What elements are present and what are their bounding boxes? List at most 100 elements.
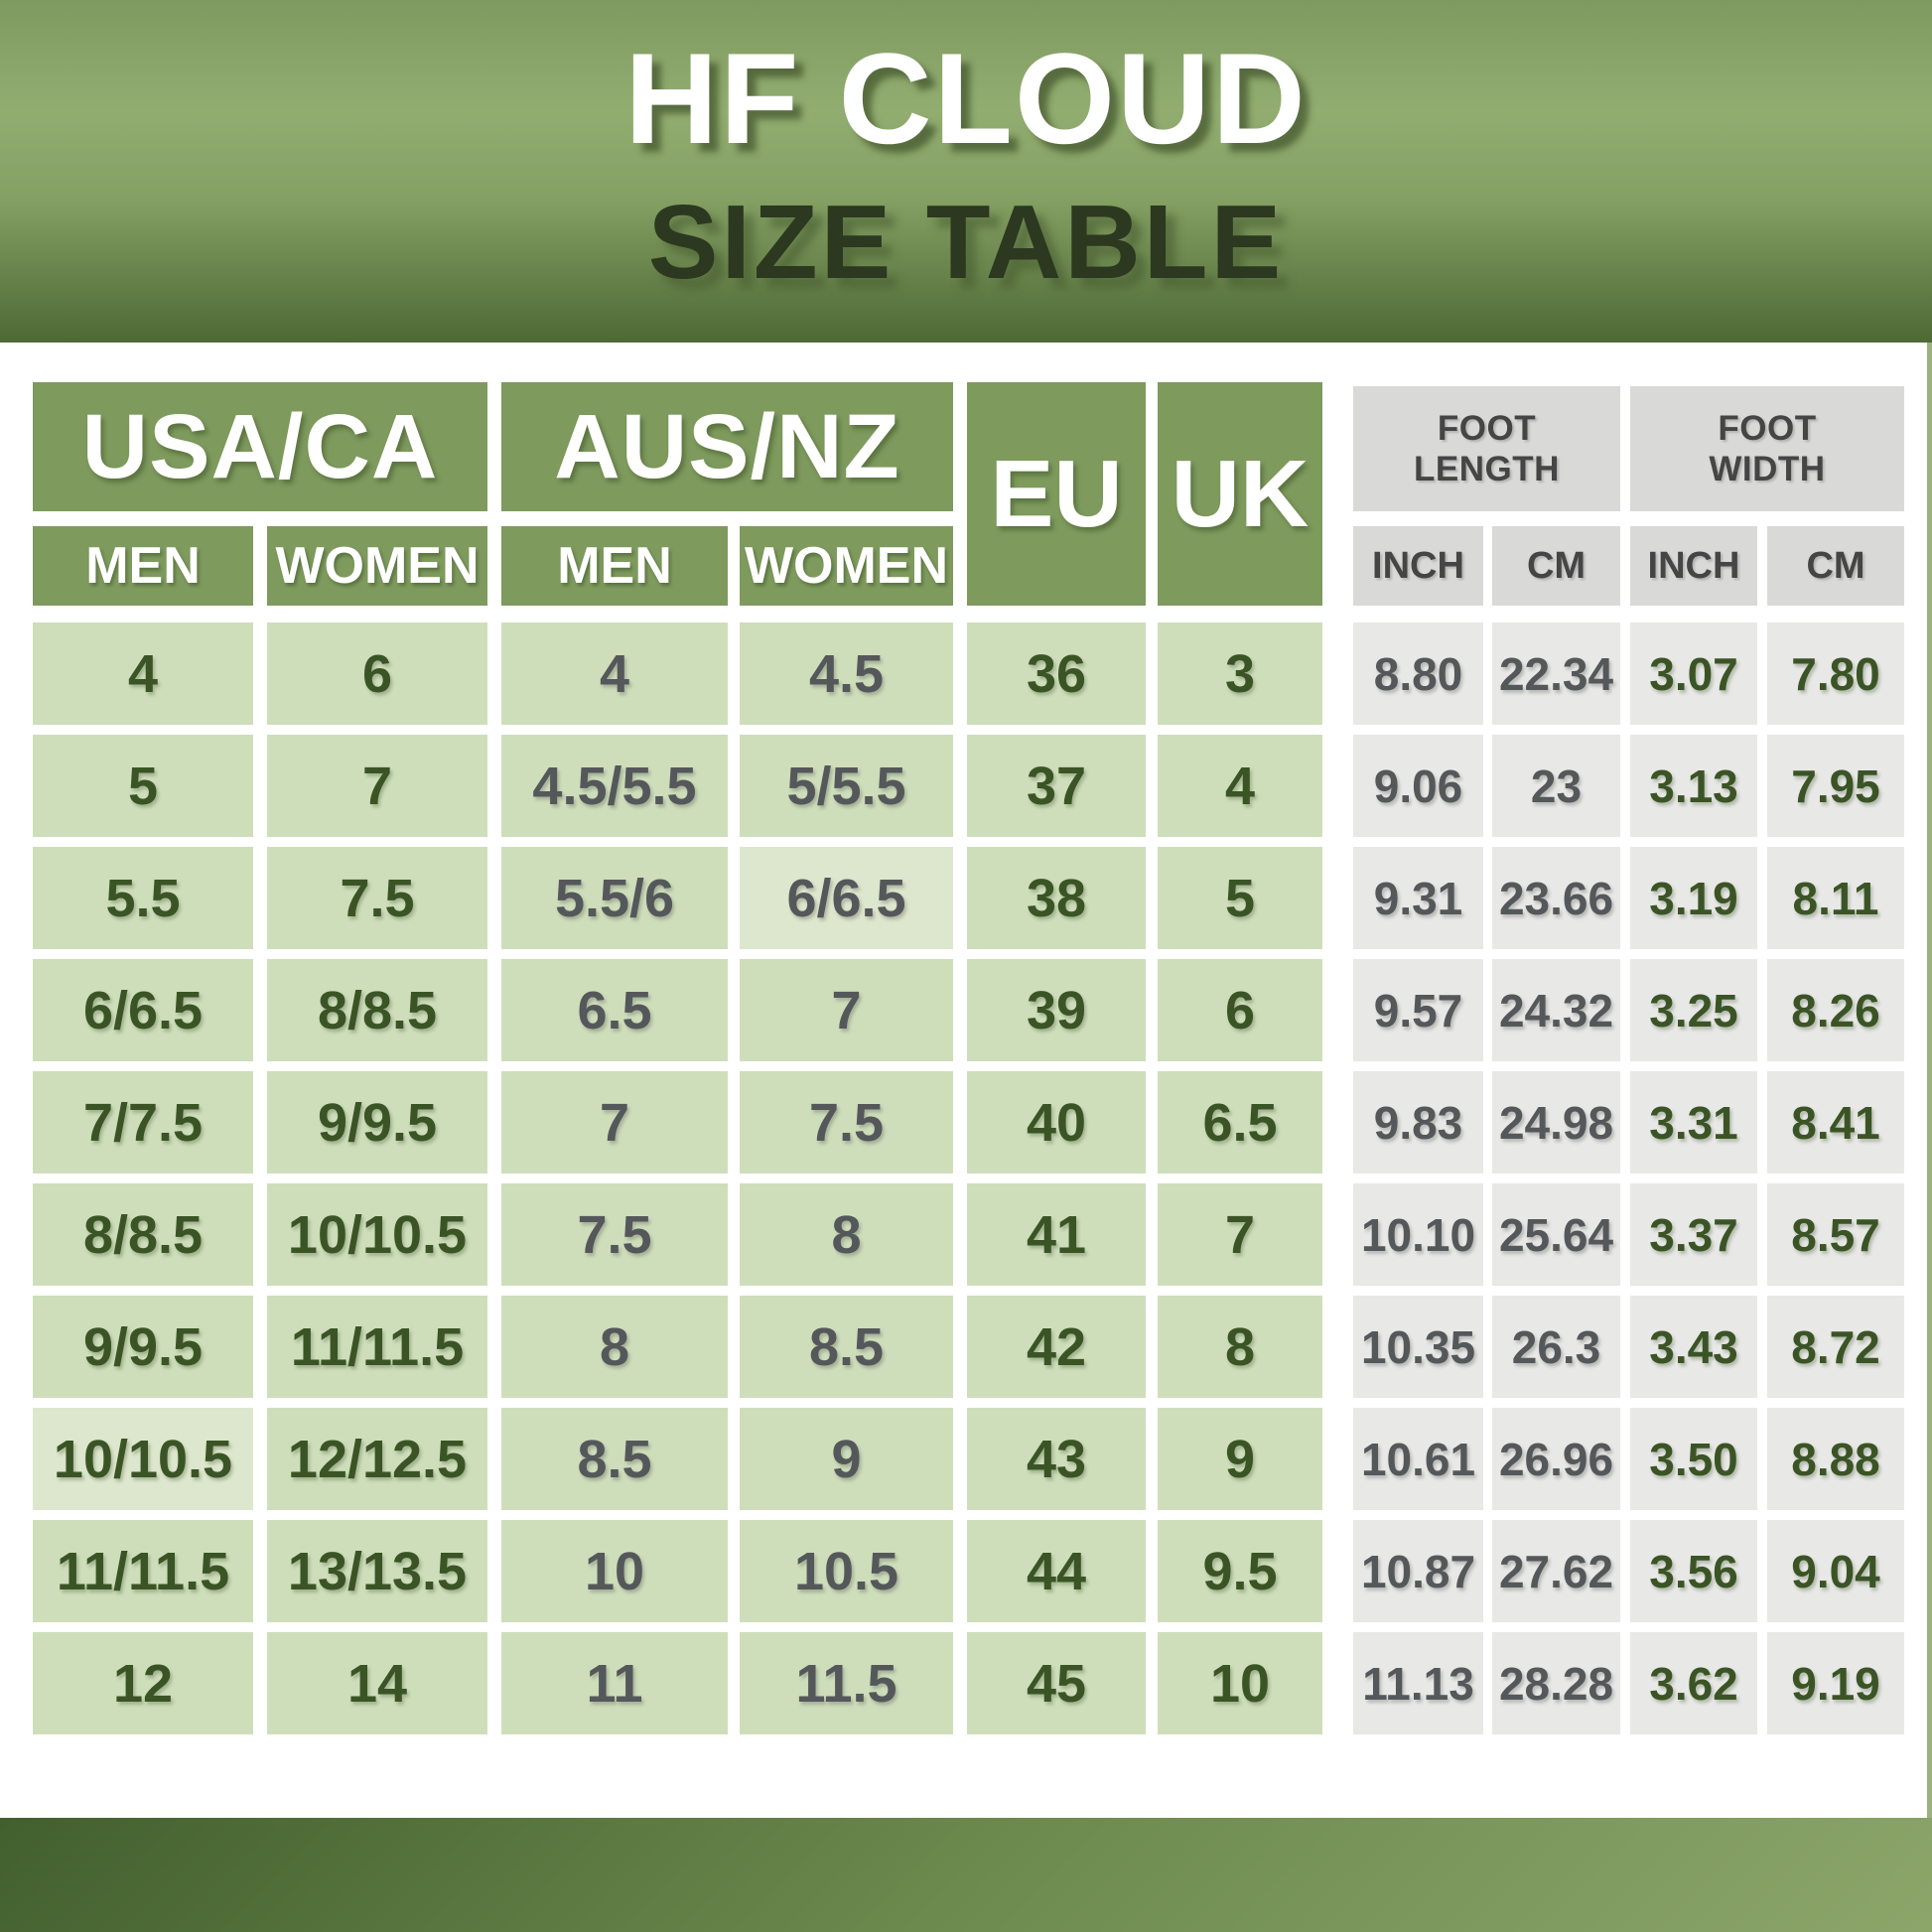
cell-foot-width-cm: 8.11 [1767, 847, 1904, 949]
cell-eu: 42 [967, 1296, 1146, 1398]
cell-eu: 44 [967, 1520, 1146, 1622]
cell-foot-length-inch: 9.31 [1353, 847, 1483, 949]
subheader-width-inch: INCH [1630, 526, 1757, 606]
cell-aus-women: 6/6.5 [740, 847, 953, 949]
cell-foot-width-inch: 3.19 [1630, 847, 1757, 949]
subheader-aus-women: WOMEN [740, 526, 953, 606]
cell-eu: 36 [967, 622, 1146, 725]
cell-usa-women: 9/9.5 [267, 1071, 487, 1173]
cell-foot-length-inch: 10.35 [1353, 1296, 1483, 1398]
cell-usa-men: 5.5 [33, 847, 253, 949]
cell-eu: 40 [967, 1071, 1146, 1173]
cell-aus-men: 4.5/5.5 [501, 735, 728, 837]
cell-foot-length-inch: 8.80 [1353, 622, 1483, 725]
cell-eu: 38 [967, 847, 1146, 949]
cell-usa-women: 6 [267, 622, 487, 725]
cell-aus-women: 7.5 [740, 1071, 953, 1173]
cell-aus-men: 7.5 [501, 1183, 728, 1286]
cell-foot-width-cm: 8.88 [1767, 1408, 1904, 1510]
cell-foot-width-inch: 3.37 [1630, 1183, 1757, 1286]
cell-aus-men: 5.5/6 [501, 847, 728, 949]
cell-foot-length-cm: 27.62 [1492, 1520, 1620, 1622]
cell-usa-women: 13/13.5 [267, 1520, 487, 1622]
table-row: 5.5 7.5 5.5/6 6/6.5 38 5 9.31 23.66 3.19… [33, 847, 1904, 949]
header-uk: UK [1158, 382, 1322, 606]
cell-foot-width-cm: 7.80 [1767, 622, 1904, 725]
cell-foot-length-cm: 24.98 [1492, 1071, 1620, 1173]
page-subtitle: SIZE TABLE [647, 184, 1285, 301]
header-group-foot-length: FOOT LENGTH INCH CM [1353, 382, 1620, 606]
cell-foot-width-cm: 8.26 [1767, 959, 1904, 1061]
cell-foot-length-cm: 26.3 [1492, 1296, 1620, 1398]
cell-foot-length-cm: 24.32 [1492, 959, 1620, 1061]
cell-uk: 6.5 [1158, 1071, 1322, 1173]
header-group-aus-nz: AUS/NZ MEN WOMEN [501, 382, 953, 606]
table-row: 6/6.5 8/8.5 6.5 7 39 6 9.57 24.32 3.25 8… [33, 959, 1904, 1061]
cell-aus-women: 5/5.5 [740, 735, 953, 837]
bottom-bar [0, 1818, 1932, 1932]
table-row: 12 14 11 11.5 45 10 11.13 28.28 3.62 9.1… [33, 1632, 1904, 1734]
header-foot-width-label: FOOT WIDTH [1709, 408, 1826, 488]
cell-foot-length-inch: 11.13 [1353, 1632, 1483, 1734]
header-foot-width: FOOT WIDTH [1630, 386, 1904, 511]
cell-usa-men: 12 [33, 1632, 253, 1734]
subheader-usa-men: MEN [33, 526, 253, 606]
cell-foot-length-cm: 26.96 [1492, 1408, 1620, 1510]
cell-usa-men: 6/6.5 [33, 959, 253, 1061]
right-edge-strip [1927, 343, 1932, 1818]
cell-foot-length-cm: 23.66 [1492, 847, 1620, 949]
cell-uk: 7 [1158, 1183, 1322, 1286]
cell-aus-men: 8.5 [501, 1408, 728, 1510]
cell-aus-women: 10.5 [740, 1520, 953, 1622]
subheader-row-foot-length: INCH CM [1353, 526, 1620, 606]
size-table: USA/CA MEN WOMEN AUS/NZ MEN WOMEN EU UK … [33, 382, 1904, 1744]
subheader-usa-women: WOMEN [267, 526, 487, 606]
cell-usa-women: 14 [267, 1632, 487, 1734]
cell-aus-men: 10 [501, 1520, 728, 1622]
table-row: 4 6 4 4.5 36 3 8.80 22.34 3.07 7.80 [33, 622, 1904, 725]
cell-foot-length-inch: 10.87 [1353, 1520, 1483, 1622]
cell-usa-women: 11/11.5 [267, 1296, 487, 1398]
cell-uk: 4 [1158, 735, 1322, 837]
cell-foot-length-cm: 25.64 [1492, 1183, 1620, 1286]
cell-aus-women: 8.5 [740, 1296, 953, 1398]
header-foot-length-label: FOOT LENGTH [1414, 408, 1560, 488]
cell-uk: 6 [1158, 959, 1322, 1061]
table-row: 8/8.5 10/10.5 7.5 8 41 7 10.10 25.64 3.3… [33, 1183, 1904, 1286]
cell-usa-men: 8/8.5 [33, 1183, 253, 1286]
cell-usa-men: 11/11.5 [33, 1520, 253, 1622]
cell-uk: 5 [1158, 847, 1322, 949]
table-row: 10/10.5 12/12.5 8.5 9 43 9 10.61 26.96 3… [33, 1408, 1904, 1510]
header-usa-ca: USA/CA [33, 382, 487, 511]
subheader-length-cm: CM [1492, 526, 1620, 606]
page-title: HF CLOUD [624, 26, 1308, 171]
cell-eu: 37 [967, 735, 1146, 837]
cell-usa-women: 7 [267, 735, 487, 837]
cell-aus-men: 7 [501, 1071, 728, 1173]
cell-foot-width-inch: 3.50 [1630, 1408, 1757, 1510]
table-row: 9/9.5 11/11.5 8 8.5 42 8 10.35 26.3 3.43… [33, 1296, 1904, 1398]
cell-aus-women: 7 [740, 959, 953, 1061]
table-header: USA/CA MEN WOMEN AUS/NZ MEN WOMEN EU UK … [33, 382, 1904, 606]
cell-usa-men: 7/7.5 [33, 1071, 253, 1173]
header-group-usa-ca: USA/CA MEN WOMEN [33, 382, 487, 606]
table-row: 5 7 4.5/5.5 5/5.5 37 4 9.06 23 3.13 7.95 [33, 735, 1904, 837]
cell-aus-men: 6.5 [501, 959, 728, 1061]
cell-eu: 39 [967, 959, 1146, 1061]
table-row: 11/11.5 13/13.5 10 10.5 44 9.5 10.87 27.… [33, 1520, 1904, 1622]
cell-uk: 3 [1158, 622, 1322, 725]
cell-aus-women: 9 [740, 1408, 953, 1510]
table-row: 7/7.5 9/9.5 7 7.5 40 6.5 9.83 24.98 3.31… [33, 1071, 1904, 1173]
cell-foot-length-cm: 23 [1492, 735, 1620, 837]
subheader-row-usa: MEN WOMEN [33, 526, 487, 606]
top-banner: HF CLOUD SIZE TABLE [0, 0, 1932, 343]
cell-uk: 8 [1158, 1296, 1322, 1398]
cell-eu: 43 [967, 1408, 1146, 1510]
header-group-foot-width: FOOT WIDTH INCH CM [1630, 382, 1904, 606]
cell-foot-width-cm: 7.95 [1767, 735, 1904, 837]
cell-usa-men: 4 [33, 622, 253, 725]
cell-aus-men: 11 [501, 1632, 728, 1734]
subheader-aus-men: MEN [501, 526, 728, 606]
cell-foot-length-inch: 9.06 [1353, 735, 1483, 837]
